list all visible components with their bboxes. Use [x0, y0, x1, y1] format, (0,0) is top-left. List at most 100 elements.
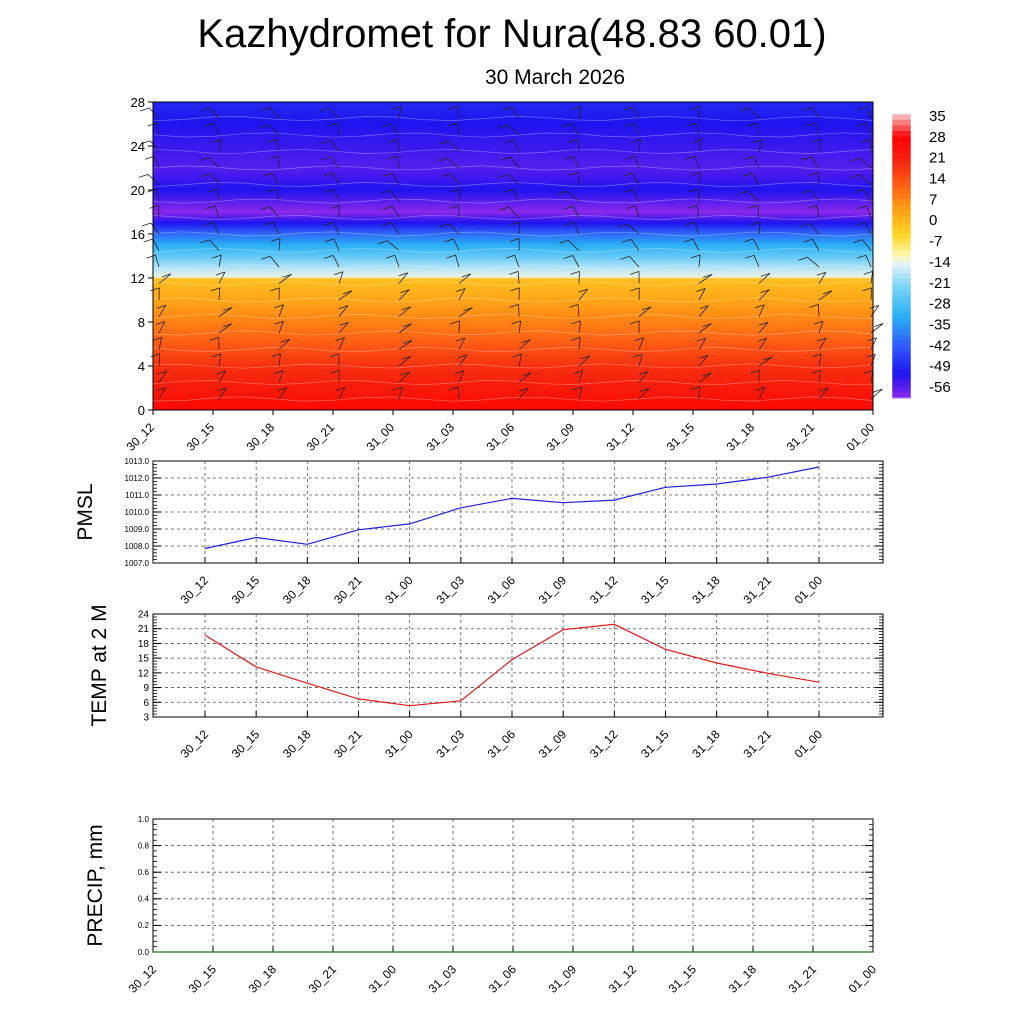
temp-2m-ytick-label: 21	[138, 624, 150, 635]
precip-ytick-label: 0.2	[138, 921, 150, 930]
colorbar-box	[892, 324, 911, 330]
pmsl-ytick-label: 1013.0	[125, 457, 150, 466]
colorbar-box	[892, 307, 911, 313]
colorbar-label: 0	[929, 212, 937, 229]
pmsl-xtick-label: 30_12	[178, 573, 212, 607]
pmsl-xtick-label: 31_21	[740, 573, 774, 607]
colorbar-box	[892, 381, 911, 387]
colorbar-box	[892, 267, 911, 273]
pmsl-xtick-label: 30_21	[331, 573, 365, 607]
wind-barb-staff	[159, 205, 160, 217]
colorbar-label: 14	[929, 171, 946, 188]
temp-2m-xtick-label: 31_00	[382, 727, 416, 761]
temp-2m-xtick-label: 01_00	[792, 727, 826, 761]
precip-ytick-label: 0.4	[138, 895, 150, 904]
colorbar-label: 21	[929, 150, 946, 167]
pmsl-xtick-label: 30_15	[229, 573, 263, 607]
precip-xtick-label: 31_12	[606, 962, 640, 996]
pmsl-xtick-label: 31_18	[689, 573, 723, 607]
colorbar-box	[892, 375, 911, 381]
colorbar-box	[892, 358, 911, 364]
heatmap-ytick-label: 0	[138, 403, 145, 418]
precip-xtick-label: 31_03	[426, 962, 460, 996]
colorbar-box	[892, 165, 911, 171]
colorbar-box	[892, 171, 911, 177]
temp-2m-xtick-label: 30_21	[331, 727, 365, 761]
precip-xtick-label: 30_15	[186, 962, 220, 996]
colorbar-box	[892, 370, 911, 376]
pmsl-xtick-label: 31_00	[382, 573, 416, 607]
heatmap-ytick-label: 16	[131, 227, 145, 242]
colorbar-box	[892, 301, 911, 307]
precip-xtick-label: 01_00	[846, 962, 880, 996]
temp-2m-ytick-label: 3	[143, 713, 149, 724]
heatmap-xtick-label: 01_00	[844, 420, 878, 454]
colorbar-box	[892, 137, 911, 143]
pmsl-xtick-label: 31_09	[536, 573, 570, 607]
colorbar-box	[892, 313, 911, 319]
pmsl-xtick-label: 30_18	[280, 573, 314, 607]
colorbar-box	[892, 245, 911, 251]
colorbar-label: -56	[929, 379, 951, 396]
colorbar-box	[892, 336, 911, 342]
colorbar-box	[892, 199, 911, 205]
precip-xtick-label: 31_00	[366, 962, 400, 996]
precip-xtick-label: 30_18	[246, 962, 280, 996]
temp-2m-ytick-label: 15	[138, 654, 150, 665]
colorbar-box	[892, 353, 911, 359]
wind-barb-flag	[142, 223, 151, 226]
heatmap-xtick-label: 31_21	[784, 420, 818, 454]
colorbar-box	[892, 216, 911, 222]
precip-ylabel: PRECIP, mm	[84, 824, 107, 946]
precip-xtick-label: 31_21	[786, 962, 820, 996]
pmsl-ytick-label: 1007.0	[125, 559, 150, 568]
pmsl-ylabel: PMSL	[74, 483, 97, 540]
heatmap-ytick-label: 24	[131, 139, 145, 154]
heatmap-xtick-label: 30_18	[244, 420, 278, 454]
precip-xtick-label: 31_15	[666, 962, 700, 996]
colorbar-label: -28	[929, 296, 951, 313]
precip-ytick-label: 0.6	[138, 868, 150, 877]
precip-xtick-label: 30_21	[306, 962, 340, 996]
precip-ytick-label: 0.8	[138, 841, 150, 850]
colorbar-label: -7	[929, 233, 942, 250]
pmsl-ytick-label: 1012.0	[125, 474, 150, 483]
precip-ytick-label: 0.0	[138, 948, 150, 957]
pmsl-ytick-label: 1010.0	[125, 508, 150, 517]
heatmap-xtick-label: 31_12	[604, 420, 638, 454]
precip-xtick-label: 31_09	[546, 962, 580, 996]
colorbar-label: 28	[929, 129, 946, 146]
colorbar-box	[892, 131, 911, 137]
temp-2m-xtick-label: 30_15	[229, 727, 263, 761]
colorbar-box	[892, 120, 911, 126]
colorbar-box	[892, 387, 911, 393]
colorbar-box	[892, 194, 911, 200]
heatmap-xtick-label: 30_21	[304, 420, 338, 454]
temp-2m-xtick-label: 30_18	[280, 727, 314, 761]
colorbar-box	[892, 159, 911, 165]
colorbar-box	[892, 347, 911, 353]
colorbar-box	[892, 205, 911, 211]
colorbar-box	[892, 114, 911, 120]
colorbar-label: 7	[929, 191, 937, 208]
colorbar-box	[892, 330, 911, 336]
colorbar-box	[892, 392, 911, 398]
pmsl-ytick-label: 1011.0	[125, 491, 149, 500]
temp-2m-ytick-label: 24	[138, 610, 150, 621]
temp-2m-frame	[153, 614, 883, 717]
temp-2m-ylabel: TEMP at 2 M	[88, 604, 111, 726]
colorbar-box	[892, 364, 911, 370]
colorbar-box	[892, 262, 911, 268]
pmsl-xtick-label: 31_03	[433, 573, 467, 607]
heatmap-xtick-label: 31_03	[424, 420, 458, 454]
pmsl-xtick-label: 31_06	[485, 573, 519, 607]
precip-ytick-label: 1.0	[138, 815, 150, 824]
colorbar-box	[892, 154, 911, 160]
colorbar-box	[892, 182, 911, 188]
colorbar-box	[892, 188, 911, 194]
colorbar-box	[892, 211, 911, 217]
colorbar-box	[892, 148, 911, 154]
colorbar-box	[892, 256, 911, 262]
colorbar-label: -21	[929, 275, 951, 292]
temp-2m-xtick-label: 31_12	[587, 727, 621, 761]
